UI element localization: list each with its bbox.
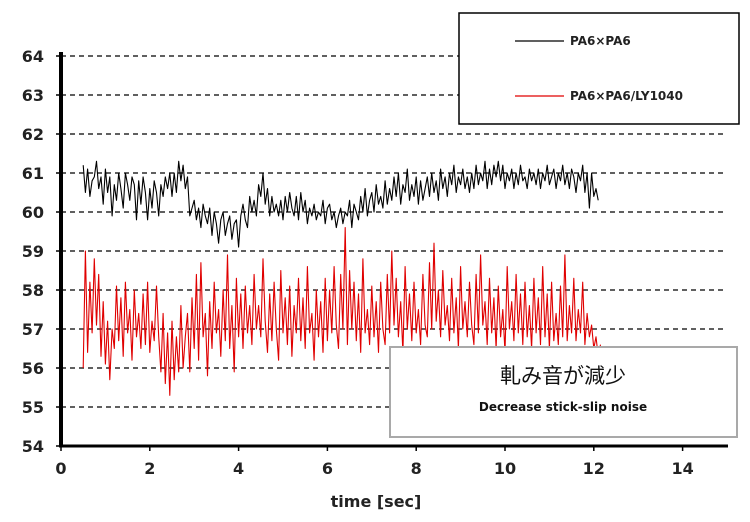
legend-box [458,12,740,125]
series-line-red [82,227,602,396]
legend-label-red: PA6×PA6/LY1040 [570,89,683,103]
x-tick-label: 0 [55,459,66,478]
y-tick-label: 59 [22,242,44,261]
x-tick-label: 14 [671,459,693,478]
x-tick-label: 4 [233,459,244,478]
y-tick-label: 61 [22,164,44,183]
y-tick-labels: 54 55 56 57 58 59 60 61 62 63 64 [22,47,61,456]
legend: PA6×PA6 PA6×PA6/LY1040 [458,12,740,125]
x-tick-label: 8 [411,459,422,478]
legend-label-black: PA6×PA6 [570,34,631,48]
y-tick-label: 58 [22,281,44,300]
y-tick-label: 56 [22,359,44,378]
x-tick-label: 2 [144,459,155,478]
series-line-black [82,160,599,248]
y-tick-label: 57 [22,320,44,339]
y-tick-label: 63 [22,86,44,105]
y-tick-label: 54 [22,437,44,456]
x-axis-label: time [sec] [331,492,422,511]
x-tick-label: 6 [322,459,333,478]
annotation-title: 軋み音が減少 [500,364,626,388]
annotation-box: 軋み音が減少 Decrease stick-slip noise [389,346,738,438]
y-tick-label: 55 [22,398,44,417]
y-tick-label: 60 [22,203,44,222]
y-tick-label: 62 [22,125,44,144]
annotation-subtitle: Decrease stick-slip noise [479,400,647,414]
x-tick-label: 12 [583,459,605,478]
x-tick-labels: 0 2 4 6 8 10 12 14 [55,446,694,478]
annotation-frame [389,346,738,438]
series-lines [82,160,602,396]
x-tick-label: 10 [494,459,516,478]
y-tick-label: 64 [22,47,44,66]
axes [59,52,728,448]
